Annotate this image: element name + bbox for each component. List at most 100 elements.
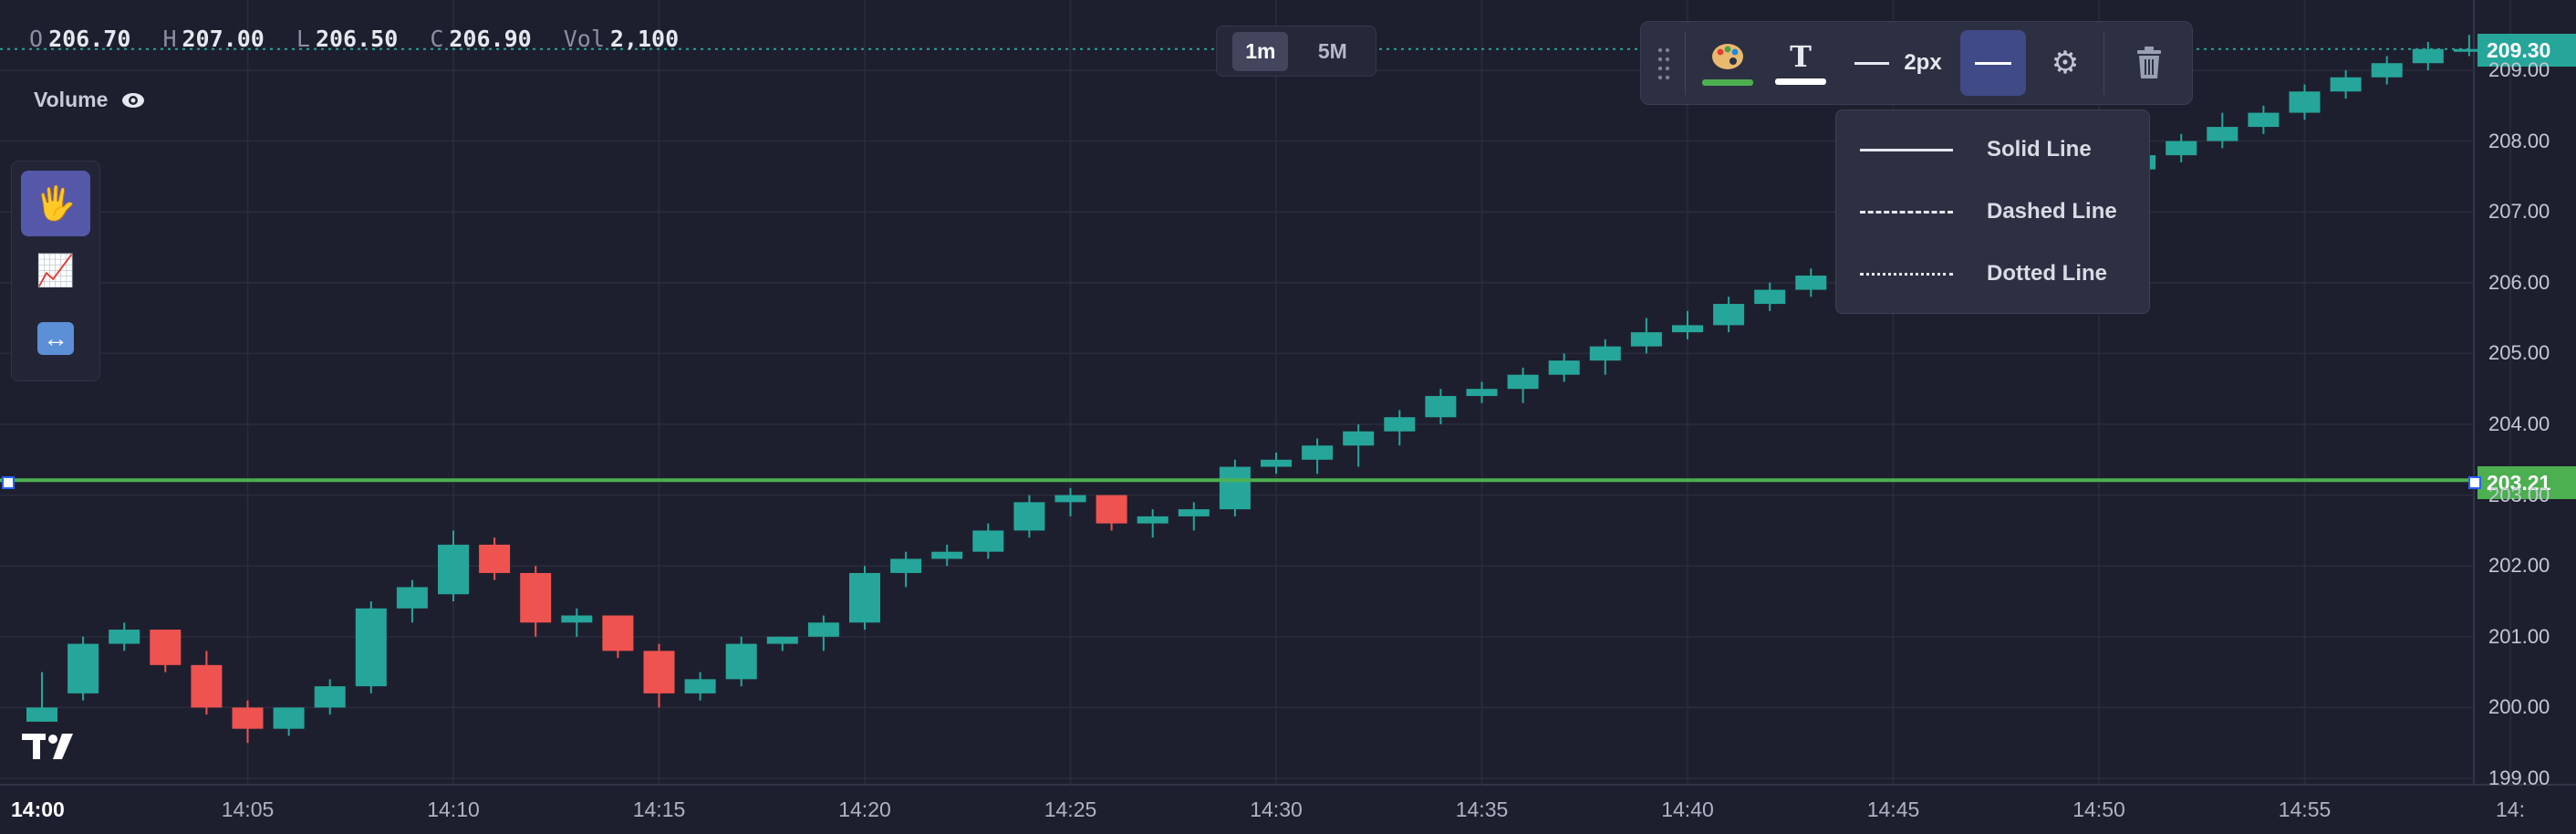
price-axis-pane [2474,0,2576,834]
candle-up [766,636,798,644]
candle-down [1096,495,1127,524]
price-tick-label: 208.00 [2488,129,2550,152]
trash-icon [2137,47,2161,78]
candle-up [26,707,57,722]
dotted-line-icon [1860,272,1953,276]
volume-key: Vol [563,26,605,52]
hline-handle-right[interactable] [2468,476,2481,489]
delete-button[interactable] [2114,22,2185,104]
timeframe-1m-button[interactable]: 1m [1232,31,1289,71]
line-color-swatch [1702,78,1753,86]
dashed-line-icon [1860,210,1953,214]
palette-icon [1712,43,1743,69]
text-icon: T [1790,38,1812,74]
price-tick-label: 206.00 [2488,270,2550,294]
close-value: 206.90 [449,26,532,52]
measure-icon: ↔ [37,322,74,355]
menu-item-solid-line[interactable]: Solid Line [1836,119,2149,181]
candle-up [1672,325,1703,333]
toolbar-separator [2103,31,2104,95]
high-value: 207.00 [182,26,265,52]
line-style-icon [1975,61,2011,65]
time-tick-label: 14: [2496,798,2525,821]
candle-up [2453,48,2485,52]
candle-up [2412,48,2444,64]
horizontal-line-price-label: 203.21 [2477,466,2576,499]
candle-up [109,630,140,644]
time-tick-label: 14:55 [2278,798,2332,821]
candle-down [520,572,552,623]
volume-label: Volume [34,88,109,111]
line-width-icon [1854,61,1890,65]
candle-up [1178,509,1210,516]
menu-item-dashed-line[interactable]: Dashed Line [1836,181,2149,243]
trend-line-icon: 📈 [36,254,76,288]
price-tick-label: 204.00 [2488,412,2550,435]
candle-up [1466,389,1498,396]
settings-button[interactable]: ⚙ [2033,22,2097,104]
toolbar-separator [1685,31,1686,95]
volume-legend: Volume [34,88,146,112]
candle-up [1589,346,1621,361]
price-tick-label: 209.00 [2488,58,2550,81]
price-tick-label: 207.00 [2488,200,2550,224]
tradingview-logo [22,734,73,759]
open-value: 206.70 [48,26,131,52]
candle-up [1754,289,1786,305]
menu-item-dotted-line[interactable]: Dotted Line [1836,243,2149,305]
time-tick-label: 14:25 [1044,798,1097,821]
candle-down [150,630,182,665]
line-color-button[interactable] [1696,22,1760,104]
candle-up [725,643,757,680]
candle-up [2371,63,2403,78]
candle-up [1137,516,1169,524]
candle-up [807,622,839,637]
left-toolbar: 🖐 📈 ↔ [11,161,100,381]
line-width-button[interactable]: 2px [1844,22,1953,104]
time-tick-label: 14:05 [221,798,275,821]
candle-up [2248,112,2280,128]
candle-down [643,651,675,693]
candle-up [561,615,593,623]
gear-icon: ⚙ [2051,46,2080,80]
candle-up [1343,431,1375,446]
text-color-swatch [1775,78,1826,85]
candle-up [2289,91,2321,113]
time-tick-label: 14:20 [838,798,891,821]
candle-up [314,686,346,708]
candle-up [931,551,963,559]
candle-up [355,608,387,687]
timeframe-5m-button[interactable]: 5M [1317,38,1347,63]
current-price-label: 209.30 [2477,34,2576,67]
hand-tool-button[interactable]: 🖐 [21,171,90,236]
drag-handle[interactable] [1650,22,1678,104]
price-tick-label: 202.00 [2488,554,2550,578]
timeframe-switcher: 1m 5M [1216,26,1376,77]
candle-up [396,587,428,609]
text-button[interactable]: T [1769,22,1833,104]
price-tick-label: 205.00 [2488,341,2550,365]
time-tick-label: 14:15 [632,798,686,821]
line-width-label: 2px [1904,50,1942,75]
candle-down [191,664,223,708]
eye-icon[interactable] [120,90,146,110]
candle-up [1054,495,1086,503]
low-key: L [296,26,310,52]
hline-handle-left[interactable] [2,476,15,489]
time-tick-label: 14:40 [1661,798,1714,821]
low-value: 206.50 [315,26,399,52]
trend-line-tool-button[interactable]: 📈 [21,238,90,304]
drag-handle-icon [1657,47,1670,79]
menu-item-label: Dashed Line [1987,199,2117,224]
line-style-button[interactable] [1960,30,2026,96]
measure-tool-button[interactable]: ↔ [21,306,90,371]
candle-up [2207,127,2238,141]
ohlc-legend: O 206.70 H 207.00 L 206.50 C 206.90 Vol 2,100 [29,26,697,52]
high-key: H [162,26,177,52]
candle-up [1548,360,1580,375]
close-key: C [430,26,444,52]
candle-up [890,558,922,573]
candle-up [2330,77,2362,92]
